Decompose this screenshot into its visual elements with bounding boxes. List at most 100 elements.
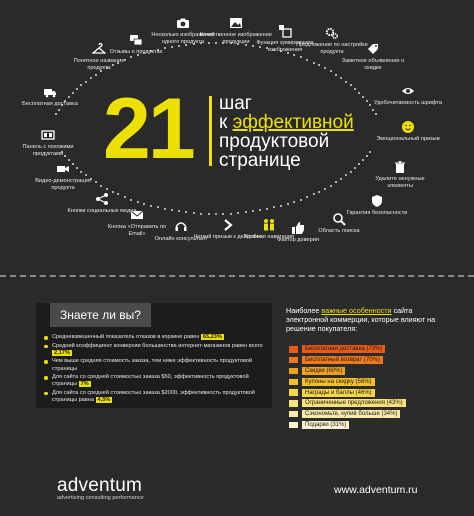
step-item: Онлайн консультант	[144, 220, 218, 243]
arc-dot	[60, 150, 63, 153]
feature-swatch	[289, 400, 298, 407]
step-item: Гарантия безопасности	[340, 194, 414, 217]
feature-item: Бесплатный возврат (70%)	[289, 355, 461, 366]
arc-dot	[143, 202, 146, 205]
arc-dot	[335, 181, 338, 184]
arc-dot	[340, 77, 343, 80]
step-item: Кнопка «Отправить по Email»	[100, 208, 174, 237]
arc-dot	[372, 108, 375, 111]
arc-dot	[130, 198, 132, 201]
arc-dot	[293, 54, 296, 57]
arc-dot	[136, 200, 139, 203]
logo: adventum	[57, 475, 143, 496]
arc-dot	[123, 196, 126, 199]
arc-dot	[64, 154, 67, 157]
arc-dot	[185, 211, 188, 214]
arc-dot	[349, 84, 352, 87]
arc-dot	[266, 46, 269, 49]
features-title: Наиболее важные особенности сайта электр…	[286, 306, 436, 333]
arc-dot	[365, 100, 368, 103]
feature-item: Подарки (31%)	[289, 420, 461, 431]
feature-item: Ограниченные предложения (43%)	[289, 398, 461, 409]
arrow-right-icon	[221, 218, 235, 232]
arc-dot	[324, 187, 327, 190]
arc-dot	[329, 184, 332, 187]
feature-label: Бесплатная доставка (73%)	[302, 345, 386, 354]
arc-dot	[362, 96, 365, 98]
feature-label: Бесплатный возврат (70%)	[302, 356, 383, 365]
arc-dot	[215, 213, 217, 215]
people-icon	[262, 218, 276, 232]
truck-icon	[43, 85, 57, 99]
feature-item: Бесплатная доставка (73%)	[289, 344, 461, 355]
arc-dot	[84, 174, 87, 177]
step-item: Несколько изображений одного продукта	[146, 16, 220, 45]
feature-label: Награды и баллы (46%)	[302, 388, 375, 397]
trash-icon	[393, 160, 407, 174]
did-you-know-title: Знаете ли вы?	[50, 303, 151, 327]
features-list: Бесплатная доставка (73%) Бесплатный возв…	[289, 344, 461, 430]
search-icon	[332, 212, 346, 226]
arc-dot	[222, 42, 225, 45]
feature-swatch	[289, 389, 298, 396]
zoom-icon	[278, 24, 292, 38]
arc-dot	[163, 208, 166, 210]
arc-dot	[229, 42, 232, 45]
arc-dot	[312, 193, 315, 196]
arc-dot	[117, 193, 120, 196]
arc-dot	[244, 211, 247, 214]
arc-dot	[200, 212, 203, 215]
feature-swatch	[289, 410, 298, 418]
feature-label: Ограниченные предложения (43%)	[302, 399, 406, 408]
arc-dot	[229, 212, 232, 215]
arc-dot	[94, 73, 97, 76]
step-item: Кнопки социальных медиа	[65, 192, 139, 215]
top-section	[0, 0, 474, 278]
arc-dot	[207, 42, 210, 45]
arc-dot	[369, 150, 372, 153]
arc-dot	[273, 48, 276, 51]
arc-dot	[280, 204, 283, 207]
step-item: Бесплатная доставка	[13, 85, 87, 108]
feature-swatch	[289, 346, 298, 353]
step-item: Предложение по настройке продукта	[295, 26, 369, 55]
arc-dot	[251, 44, 254, 47]
website-link[interactable]: www.adventum.ru	[334, 484, 418, 496]
arc-dot	[258, 209, 261, 212]
arc-dot	[57, 108, 60, 111]
gears-icon	[325, 26, 339, 40]
arc-dot	[111, 190, 114, 193]
arc-dot	[100, 184, 103, 187]
chat-bubbles-icon	[129, 33, 143, 47]
fact-badge: 4,5%	[95, 397, 113, 404]
arc-dot	[94, 181, 97, 184]
arc-dot	[185, 43, 188, 46]
arc-dot	[200, 42, 203, 45]
price-tag-icon	[366, 42, 380, 56]
smiley-icon	[401, 120, 415, 134]
page-title: шаг к эффективной продуктовой странице	[219, 93, 354, 171]
step-item: Отзывы о продуктах	[99, 33, 173, 56]
arc-dot	[369, 104, 372, 107]
arc-dot	[354, 166, 357, 169]
arc-dot	[71, 91, 74, 94]
arc-dot	[75, 88, 78, 91]
arc-dot	[178, 44, 181, 47]
feature-swatch	[289, 367, 298, 375]
arc-dot	[207, 212, 210, 215]
arc-dot	[163, 46, 166, 49]
big-number: 21	[103, 81, 196, 177]
eye-icon	[401, 84, 415, 98]
arc-dot	[237, 42, 240, 45]
envelope-icon	[130, 208, 144, 222]
feature-item: Купоны на скидку (56%)	[289, 376, 461, 387]
feature-label: Подарки (31%)	[302, 420, 350, 429]
hanger-icon	[92, 42, 106, 56]
arc-dot	[286, 52, 289, 55]
arc-dot	[89, 77, 92, 80]
arc-dot	[374, 113, 377, 116]
arc-dot	[111, 64, 114, 67]
step-item: Видео-демонстрация продукта	[26, 162, 100, 191]
arc-dot	[358, 163, 361, 166]
fact-item: Для сайта со средней стоимостью заказа $…	[44, 390, 272, 404]
